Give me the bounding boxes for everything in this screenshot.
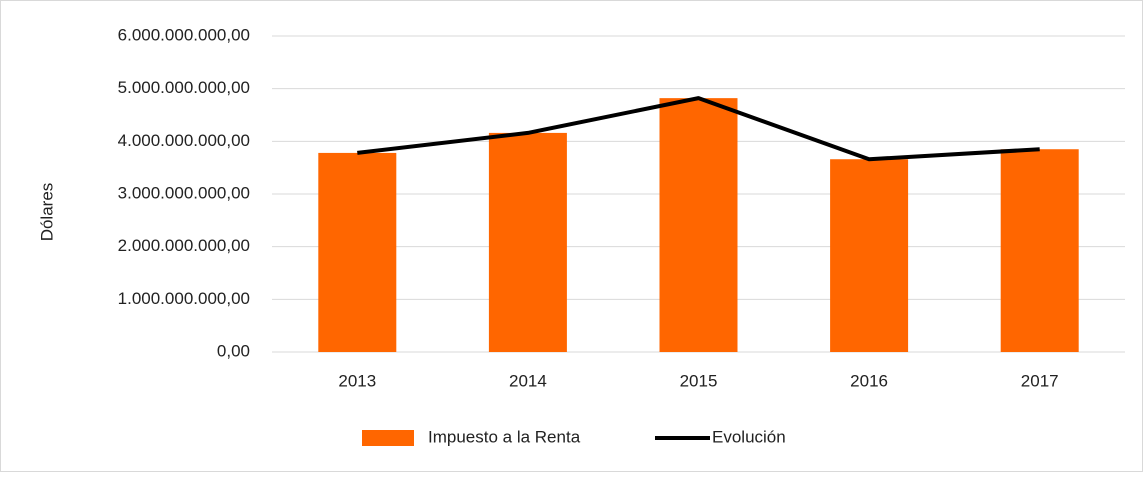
- legend-label: Evolución: [712, 427, 786, 446]
- y-tick-label: 1.000.000.000,00: [118, 289, 250, 308]
- bar: [830, 159, 909, 352]
- y-tick-label: 6.000.000.000,00: [118, 25, 250, 44]
- line: [357, 96, 1040, 162]
- bar: [318, 152, 397, 352]
- x-tick-label: 2014: [509, 371, 547, 390]
- y-tick-label: 2.000.000.000,00: [118, 236, 250, 255]
- y-tick-label: 3.000.000.000,00: [118, 183, 250, 202]
- x-tick-label: 2017: [1021, 371, 1059, 390]
- y-tick-label: 0,00: [217, 341, 250, 360]
- x-tick-label: 2016: [850, 371, 888, 390]
- y-axis-label: Dólares: [37, 183, 56, 242]
- x-tick-label: 2013: [338, 371, 376, 390]
- y-tick-label: 5.000.000.000,00: [118, 78, 250, 97]
- bar: [1000, 149, 1079, 352]
- bar: [659, 98, 738, 352]
- y-tick-label: 4.000.000.000,00: [118, 131, 250, 150]
- x-tick-label: 2015: [680, 371, 718, 390]
- bar: [488, 132, 567, 352]
- legend-label: Impuesto a la Renta: [428, 427, 581, 446]
- legend-swatch: [362, 430, 414, 446]
